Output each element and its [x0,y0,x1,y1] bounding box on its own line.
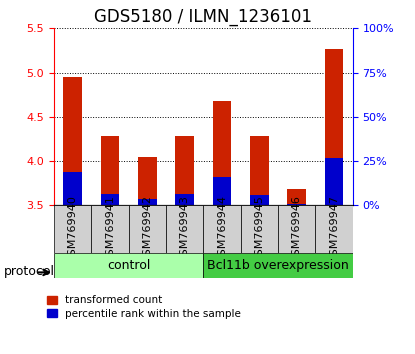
Bar [213,177,232,205]
Bar [176,194,194,205]
Text: GSM769944: GSM769944 [217,195,227,263]
Bar [287,188,306,205]
Bar [101,194,120,205]
Legend: transformed count, percentile rank within the sample: transformed count, percentile rank withi… [47,296,242,319]
FancyBboxPatch shape [54,205,91,253]
Bar [138,199,157,205]
Text: GSM769946: GSM769946 [292,195,302,263]
FancyBboxPatch shape [203,205,241,253]
FancyBboxPatch shape [241,205,278,253]
FancyBboxPatch shape [315,205,353,253]
FancyBboxPatch shape [129,205,166,253]
Text: GSM769945: GSM769945 [254,195,264,263]
Text: GSM769947: GSM769947 [329,195,339,263]
Text: Bcl11b overexpression: Bcl11b overexpression [207,259,349,272]
FancyBboxPatch shape [91,205,129,253]
FancyBboxPatch shape [278,205,315,253]
Bar [101,136,120,205]
Bar [176,136,194,205]
Bar [325,49,344,205]
FancyBboxPatch shape [54,253,203,278]
Text: GSM769942: GSM769942 [142,195,152,263]
Bar [325,159,344,205]
Bar [63,77,82,205]
Bar [287,204,306,205]
Bar [138,157,157,205]
Bar [250,136,269,205]
Text: GSM769940: GSM769940 [68,195,78,263]
Title: GDS5180 / ILMN_1236101: GDS5180 / ILMN_1236101 [94,8,312,25]
Text: GSM769943: GSM769943 [180,195,190,263]
Bar [63,172,82,205]
Bar [250,195,269,205]
Bar [213,101,232,205]
FancyBboxPatch shape [166,205,203,253]
Text: GSM769941: GSM769941 [105,195,115,263]
Text: control: control [107,259,150,272]
Text: protocol: protocol [4,266,55,278]
FancyBboxPatch shape [203,253,353,278]
